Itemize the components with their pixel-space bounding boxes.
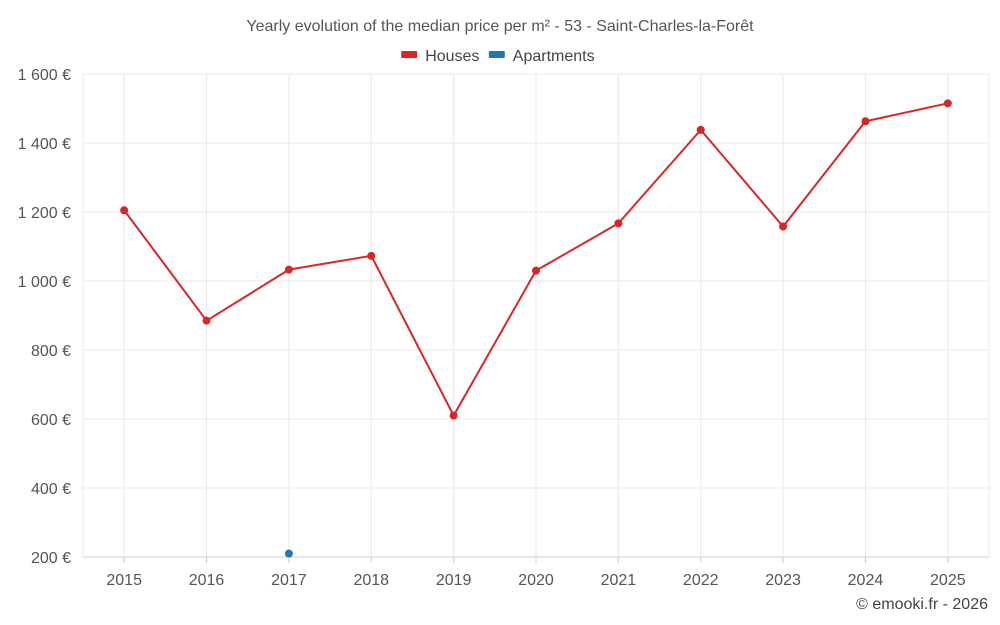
chart-title: Yearly evolution of the median price per…	[246, 18, 754, 35]
x-tick-label: 2020	[518, 572, 554, 589]
legend: Houses Apartments	[401, 48, 595, 65]
x-tick-label: 2022	[683, 572, 719, 589]
houses-point-2015[interactable]	[120, 206, 129, 215]
houses-point-2020[interactable]	[532, 266, 540, 275]
x-tick-label: 2017	[271, 572, 307, 589]
houses-point-2025[interactable]	[943, 99, 952, 108]
houses-point-2021[interactable]	[614, 219, 623, 228]
y-tick-label: 600 €	[31, 412, 71, 429]
houses-legend-label[interactable]: Houses	[425, 48, 479, 65]
y-tick-label: 800 €	[31, 343, 71, 360]
y-tick-label: 400 €	[31, 481, 71, 498]
y-tick-label: 1 200 €	[18, 205, 71, 222]
grid	[82, 73, 990, 558]
apartments-legend-swatch[interactable]	[488, 51, 505, 58]
y-tick-label: 1 600 €	[18, 67, 71, 84]
x-tick-label: 2018	[353, 572, 389, 589]
x-tick-label: 2016	[189, 572, 225, 589]
x-tick-label: 2024	[848, 572, 884, 589]
x-tick-label: 2015	[106, 572, 142, 589]
houses-point-2018[interactable]	[367, 251, 376, 260]
apartments-point-2017[interactable]	[284, 549, 293, 558]
houses-point-2022[interactable]	[696, 125, 705, 134]
houses-legend-swatch[interactable]	[401, 51, 418, 58]
x-tick-label: 2025	[930, 572, 966, 589]
apartments-legend-label[interactable]: Apartments	[513, 48, 595, 65]
x-tick-label: 2023	[765, 572, 801, 589]
x-tick-label: 2021	[601, 572, 637, 589]
houses-point-2019[interactable]	[449, 411, 458, 420]
houses-point-2023[interactable]	[779, 222, 788, 231]
houses-point-2016[interactable]	[202, 316, 211, 325]
x-tick-label: 2019	[436, 572, 472, 589]
houses-point-2017[interactable]	[284, 265, 293, 274]
y-tick-label: 1 400 €	[18, 136, 71, 153]
credit-text: © emooki.fr - 2026	[856, 596, 988, 613]
y-tick-label: 1 000 €	[18, 274, 71, 291]
series-layer	[120, 99, 952, 558]
x-axis: 2015 2016 2017 2018 2019 2020 2021 2022 2023 2024…	[106, 557, 966, 589]
y-axis: 200 € 400 € 600 € 800 € 1 000 € 1 200 € 1 400 …	[18, 67, 71, 567]
y-tick-label: 200 €	[31, 550, 71, 567]
houses-point-2024[interactable]	[861, 117, 870, 126]
